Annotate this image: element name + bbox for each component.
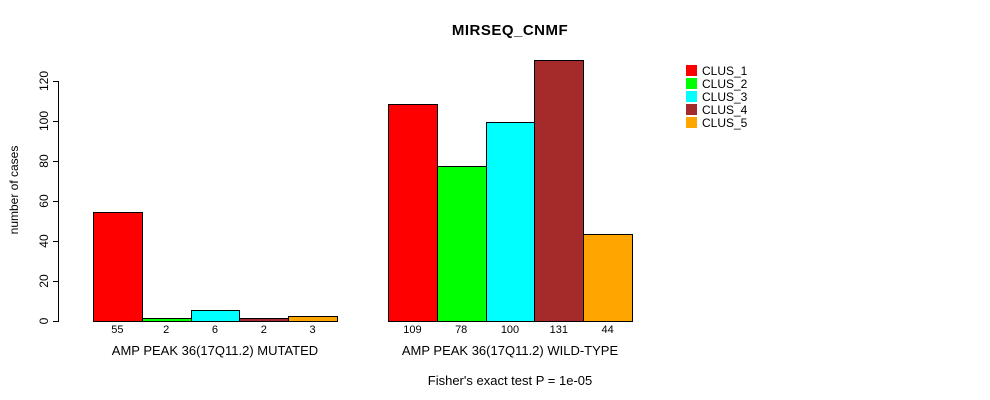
legend-item-clus_3: CLUS_3 <box>686 89 748 104</box>
legend-label: CLUS_2 <box>702 76 748 91</box>
y-tick-label: 40 <box>37 234 51 248</box>
bar-value-label: 2 <box>260 324 267 336</box>
legend-item-clus_2: CLUS_2 <box>686 76 748 91</box>
bar-value-label: 109 <box>403 324 422 336</box>
bar-clus_5-group1 <box>288 316 338 322</box>
group-label-wild-type: AMP PEAK 36(17Q11.2) WILD-TYPE <box>401 343 619 358</box>
y-tick-label: 60 <box>37 194 51 208</box>
legend-swatch-icon <box>686 91 697 102</box>
bar-clus_1-group1 <box>93 212 143 322</box>
y-tick-mark <box>53 321 59 322</box>
bar-value-label: 55 <box>111 324 124 336</box>
legend-label: CLUS_1 <box>702 63 748 78</box>
y-tick-mark <box>53 121 59 122</box>
group-label-mutated: AMP PEAK 36(17Q11.2) MUTATED <box>111 343 319 358</box>
bar-clus_1-group2 <box>388 104 438 322</box>
bar-clus_5-group2 <box>583 234 633 322</box>
legend-swatch-icon <box>686 104 697 115</box>
bar-clus_4-group1 <box>239 318 290 322</box>
legend-swatch-icon <box>686 117 697 128</box>
legend-swatch-icon <box>686 78 697 89</box>
bar-value-label: 78 <box>455 324 468 336</box>
legend-item-clus_4: CLUS_4 <box>686 102 748 117</box>
y-tick-label: 120 <box>37 70 51 92</box>
y-tick-label: 80 <box>37 154 51 168</box>
legend-item-clus_1: CLUS_1 <box>686 63 748 78</box>
legend-label: CLUS_4 <box>702 102 748 117</box>
y-tick-label: 0 <box>37 317 51 325</box>
y-tick-mark <box>53 281 59 282</box>
y-tick-mark <box>53 241 59 242</box>
legend-item-clus_5: CLUS_5 <box>686 115 748 130</box>
bar-value-label: 131 <box>549 324 568 336</box>
y-tick-mark <box>53 81 59 82</box>
bar-value-label: 44 <box>601 324 614 336</box>
legend-swatch-icon <box>686 65 697 76</box>
y-tick-label: 20 <box>37 274 51 288</box>
bar-clus_2-group1 <box>141 318 192 322</box>
bar-value-label: 100 <box>500 324 520 336</box>
bar-value-label: 3 <box>309 324 316 336</box>
y-axis-label: number of cases <box>7 145 21 235</box>
bar-clus_4-group2 <box>534 60 585 322</box>
legend: CLUS_1 CLUS_2 CLUS_3 CLUS_4 CLUS_5 <box>686 63 748 130</box>
bar-clus_3-group2 <box>485 122 536 322</box>
bar-value-label: 6 <box>211 324 219 336</box>
fisher-test-annotation: Fisher's exact test P = 1e-05 <box>427 373 593 388</box>
bar-value-label: 2 <box>163 324 170 336</box>
y-tick-mark <box>53 161 59 162</box>
y-tick-label: 100 <box>37 110 51 132</box>
bar-clus_2-group2 <box>436 166 487 322</box>
legend-label: CLUS_3 <box>702 89 748 104</box>
chart-title: MIRSEQ_CNMF <box>451 22 569 39</box>
legend-label: CLUS_5 <box>702 115 748 130</box>
y-tick-mark <box>53 201 59 202</box>
bar-clus_3-group1 <box>190 310 241 322</box>
